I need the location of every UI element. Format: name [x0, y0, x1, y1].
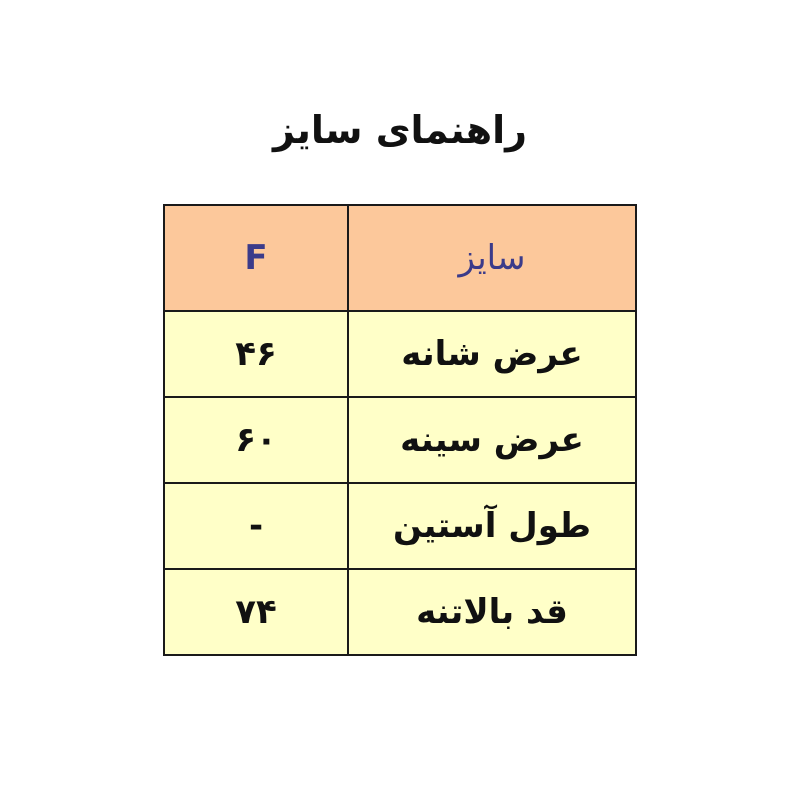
row-label: قد بالاتنه [347, 568, 637, 656]
row-value: ۴۶ [163, 310, 349, 398]
table-row: عرض سینه ۶۰ [163, 396, 637, 484]
page-title: راهنمای سایز [272, 108, 528, 152]
header-size-value: F [163, 204, 349, 312]
row-value: - [163, 482, 349, 570]
table-header-row: سایز F [163, 204, 637, 312]
row-label: عرض شانه [347, 310, 637, 398]
row-value: ۷۴ [163, 568, 349, 656]
row-label: عرض سینه [347, 396, 637, 484]
table-row: طول آستین - [163, 482, 637, 570]
table-row: قد بالاتنه ۷۴ [163, 568, 637, 656]
size-guide-table: سایز F عرض شانه ۴۶ عرض سینه ۶۰ طول آستین… [163, 204, 637, 656]
row-label: طول آستین [347, 482, 637, 570]
row-value: ۶۰ [163, 396, 349, 484]
table-row: عرض شانه ۴۶ [163, 310, 637, 398]
header-label: سایز [347, 204, 637, 312]
